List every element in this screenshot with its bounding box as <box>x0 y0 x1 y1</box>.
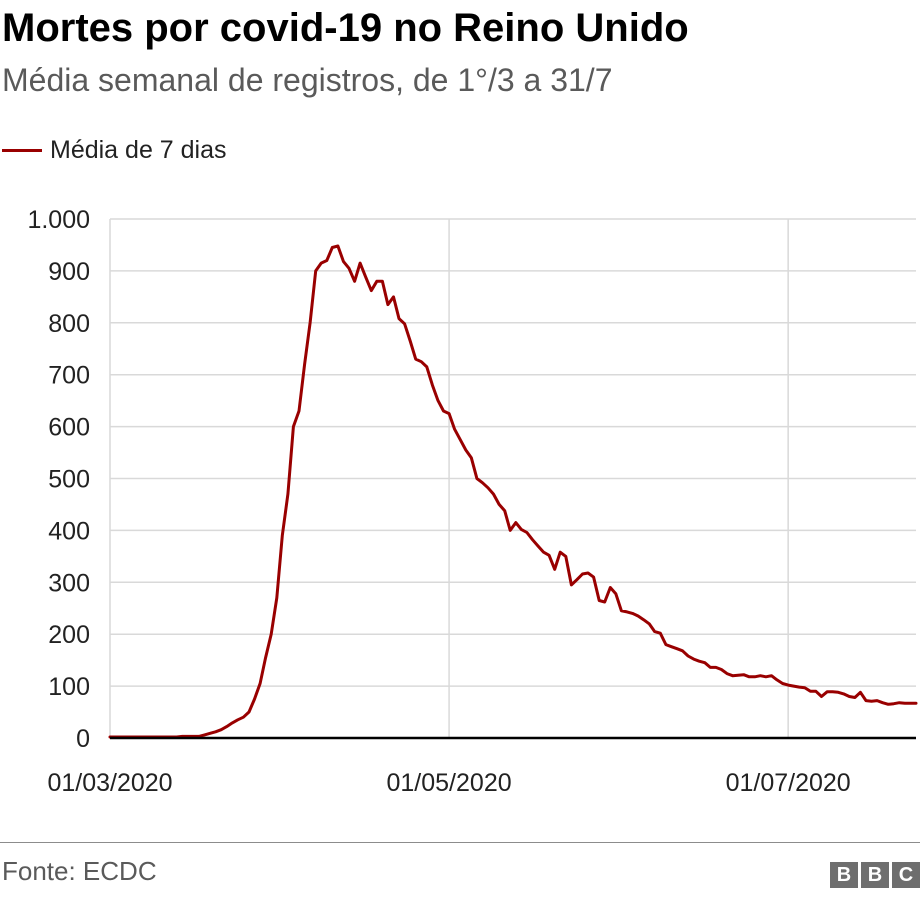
y-axis: 0 100 200 300 400 500 600 700 800 900 1.000 <box>27 206 90 753</box>
y-tick-label: 200 <box>48 621 90 649</box>
y-tick-label: 100 <box>48 673 90 701</box>
x-axis: 01/03/2020 01/05/2020 01/07/2020 <box>47 769 850 797</box>
y-tick-label: 300 <box>48 569 90 597</box>
chart-subtitle: Média semanal de registros, de 1°/3 a 31… <box>2 62 613 98</box>
bbc-logo-block: B <box>830 862 858 888</box>
legend-label: Média de 7 dias <box>50 136 227 164</box>
grid-layer <box>109 218 916 738</box>
x-tick-label: 01/03/2020 <box>47 769 172 797</box>
y-tick-label: 0 <box>76 725 90 753</box>
x-tick-label: 01/07/2020 <box>726 769 851 797</box>
y-tick-label: 600 <box>48 414 90 442</box>
legend-swatch <box>2 149 42 152</box>
bbc-logo-block: B <box>861 862 889 888</box>
source-note: Fonte: ECDC <box>2 856 157 886</box>
chart-title: Mortes por covid-19 no Reino Unido <box>2 6 689 50</box>
y-tick-label: 700 <box>48 362 90 390</box>
x-tick-label: 01/05/2020 <box>387 769 512 797</box>
bbc-logo-block: C <box>892 862 920 888</box>
y-tick-label: 400 <box>48 517 90 545</box>
series-layer <box>108 244 918 740</box>
line-chart: 0 100 200 300 400 500 600 700 800 900 1.000 01/03/… <box>27 206 918 797</box>
y-tick-label: 500 <box>48 466 90 494</box>
legend: Média de 7 dias <box>2 136 227 165</box>
series-line <box>108 244 918 739</box>
bbc-logo: B B C <box>830 862 920 888</box>
y-tick-label: 900 <box>48 258 90 286</box>
y-tick-label: 1.000 <box>27 206 90 234</box>
y-tick-label: 800 <box>48 310 90 338</box>
footer-divider <box>0 842 920 843</box>
